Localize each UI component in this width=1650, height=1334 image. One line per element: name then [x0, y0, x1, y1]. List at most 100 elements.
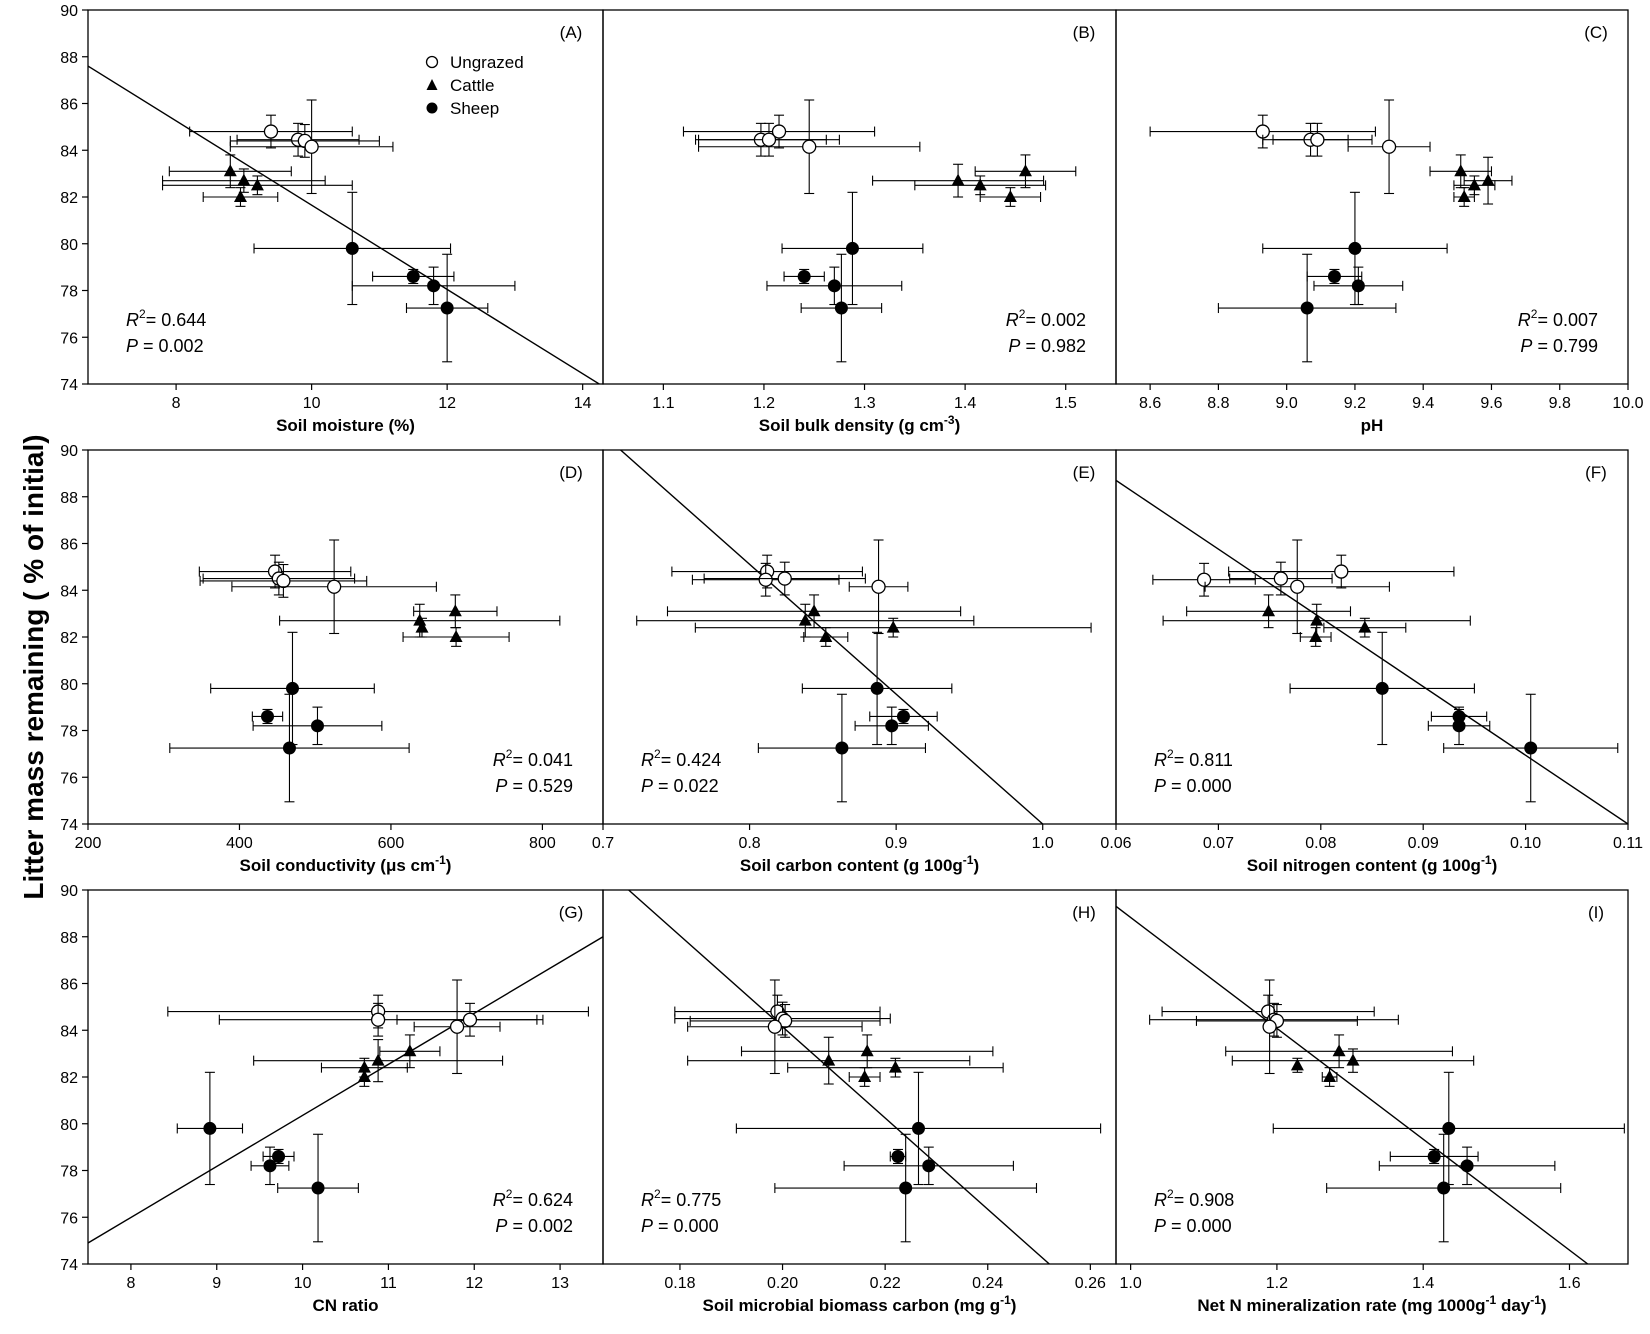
y-tick-label: 74 [60, 817, 78, 834]
x-tick-label: 0.09 [1408, 835, 1439, 852]
data-point-cattle [168, 154, 292, 189]
data-point-sheep [1217, 253, 1397, 363]
x-tick-label: 11 [380, 1275, 397, 1292]
x-axis-title: pH [1361, 416, 1384, 435]
data-point-cattle [357, 1067, 371, 1087]
marker-filled-triangle [1457, 190, 1471, 202]
data-point-cattle [803, 627, 849, 647]
data-point-cattle [253, 1039, 504, 1083]
marker-filled-triangle [357, 1070, 371, 1082]
data-point-cattle [1321, 1067, 1338, 1087]
data-point-ungrazed [682, 114, 876, 149]
marker-open-circle [767, 1019, 783, 1034]
plot-frame [1115, 889, 1629, 1265]
marker-filled-circle [1351, 279, 1365, 293]
marker-filled-circle [1427, 1149, 1441, 1163]
marker-filled-triangle [371, 1053, 385, 1066]
p-value-label: P = 0.002 [495, 1216, 573, 1236]
regression-line [628, 890, 1050, 1264]
data-point-cattle [161, 168, 326, 193]
x-axis-title: Soil carbon content (g 100g-1) [740, 853, 979, 875]
panel-a: 74 76 78 80 82 84 86 88 90 8 10 12 14 Soil moisture (… [60, 3, 604, 435]
y-tick-label: 90 [60, 883, 78, 900]
data-layer [88, 65, 601, 384]
legend-label: Cattle [450, 76, 494, 95]
marker-filled-triangle [233, 190, 247, 202]
data-point-sheep [1313, 266, 1404, 306]
panel-label: (C) [1584, 23, 1608, 42]
marker-filled-circle [891, 1149, 905, 1163]
r-squared-label: R2= 0.811 [1154, 747, 1233, 770]
panel-label: (E) [1073, 463, 1096, 482]
panel-b: 1.1 1.2 1.3 1.4 1.5 Soil bulk density (g cm-3… [602, 9, 1117, 435]
data-layer [1116, 479, 1628, 824]
x-tick-label: 0.10 [1510, 835, 1541, 852]
marker-filled-triangle [1309, 630, 1323, 642]
marker-filled-triangle [403, 1044, 417, 1057]
data-point-cattle [202, 187, 279, 207]
marker-filled-circle [263, 1159, 277, 1173]
x-tick-label: 1.0 [1120, 1275, 1142, 1292]
data-point-ungrazed [698, 122, 840, 157]
x-axis-title: Soil moisture (%) [276, 416, 415, 435]
marker-filled-triangle [1332, 1044, 1346, 1057]
x-tick-label: 1.0 [1032, 835, 1054, 852]
r-squared-label: R2= 0.424 [641, 747, 721, 770]
data-point-cattle [1290, 1057, 1304, 1073]
x-tick-label: 9 [212, 1275, 221, 1292]
marker-open-circle [777, 571, 792, 586]
marker-filled-circle [427, 279, 441, 293]
marker-filled-circle [1327, 269, 1341, 283]
marker-open-circle [802, 139, 817, 154]
y-tick-label: 84 [60, 583, 78, 600]
marker-open-circle [758, 572, 773, 587]
marker-filled-triangle [448, 604, 462, 617]
data-point-ungrazed [1262, 979, 1277, 1075]
data-point-cattle [161, 175, 353, 196]
marker-filled-triangle [449, 630, 463, 642]
marker-filled-circle [1437, 1181, 1451, 1195]
data-point-ungrazed [689, 1003, 881, 1038]
marker-filled-circle [896, 709, 910, 723]
x-tick-label: 1.5 [1055, 395, 1077, 412]
x-axis-title: Soil bulk density (g cm-3) [759, 413, 960, 435]
marker-filled-triangle [822, 1053, 836, 1066]
data-point-sheep [251, 708, 284, 725]
marker-filled-triangle [819, 630, 833, 642]
r-squared-label: R2= 0.041 [493, 747, 573, 770]
y-tick-label: 86 [60, 97, 78, 114]
marker-filled-triangle [858, 1070, 872, 1082]
marker-filled-triangle [1003, 190, 1017, 202]
data-point-cattle [636, 603, 975, 638]
legend-marker-sheep [426, 102, 438, 114]
x-axis-title: CN ratio [312, 1296, 378, 1315]
y-tick-label: 78 [60, 284, 78, 301]
panel-i: 1.0 1.2 1.4 1.6 Net N mineralization rate (m… [1115, 889, 1629, 1315]
marker-filled-circle [827, 279, 841, 293]
x-tick-label: 8.6 [1139, 395, 1161, 412]
data-point-sheep [1389, 1148, 1479, 1165]
data-point-sheep [783, 268, 825, 285]
marker-open-circle [276, 573, 291, 589]
data-layer [1116, 905, 1625, 1264]
marker-filled-triangle [1310, 613, 1324, 626]
p-value-label: P = 0.000 [641, 1216, 719, 1236]
x-tick-label: 12 [438, 395, 456, 412]
x-axis-title: Net N mineralization rate (mg 1000g-1 da… [1197, 1293, 1546, 1315]
data-layer [88, 936, 603, 1244]
data-point-cattle [848, 1067, 881, 1087]
marker-filled-circle [885, 719, 899, 733]
marker-open-circle [1262, 1019, 1277, 1034]
marker-filled-circle [835, 741, 849, 755]
marker-filled-triangle [1481, 173, 1495, 186]
y-tick-label: 74 [60, 377, 78, 394]
data-point-sheep [250, 1146, 290, 1186]
data-point-cattle [1453, 187, 1475, 207]
marker-filled-triangle [357, 1060, 371, 1073]
data-point-sheep [405, 253, 489, 363]
data-point-sheep [262, 1148, 295, 1165]
marker-open-circle [871, 579, 886, 594]
marker-filled-circle [797, 269, 811, 283]
panel-label: (B) [1073, 23, 1096, 42]
marker-filled-circle [1300, 301, 1314, 315]
